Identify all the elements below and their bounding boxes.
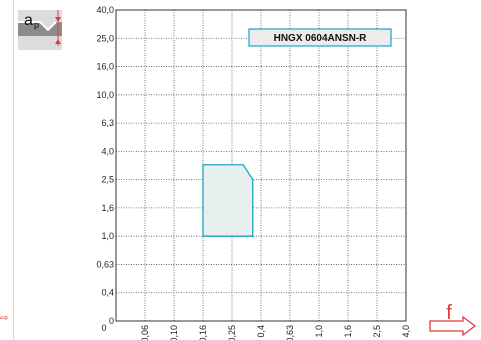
y-tick-label: 0 [109, 316, 114, 326]
x-tick-label: 4,0 [401, 325, 411, 338]
y-tick-label: 10,0 [96, 90, 114, 100]
y-tick-label: 1,0 [101, 231, 114, 241]
plot-frame [115, 9, 407, 322]
y-tick-labels: 0 0,4 0,63 1,0 1,6 2,5 4,0 6,3 10,0 16,0 25,0 40,0 [96, 5, 114, 326]
y-tick-label: 0,4 [101, 288, 114, 298]
x-tick-label: 2,5 [372, 325, 382, 338]
x-tick-label: 0,16 [198, 325, 208, 340]
y-tick-label: 6,3 [101, 118, 114, 128]
ap-depth-of-cut-icon: a p [18, 10, 62, 50]
y-tick-label: 2,5 [101, 175, 114, 185]
x-tick-labels: 0 0,06 0,10 0,16 0,25 0,4 0,63 1,0 1,6 2,5 4,0 [101, 323, 411, 340]
x-tick-label: 0,63 [285, 325, 295, 340]
x-tick-label: 0 [101, 323, 106, 333]
feed-arrow-icon [429, 315, 477, 337]
x-tick-label: 0,10 [169, 325, 179, 340]
ap-symbol-main: a [24, 12, 33, 29]
grid [116, 10, 406, 321]
x-tick-label: 0,4 [256, 325, 266, 338]
y-tick-label: 1,6 [101, 203, 114, 213]
application-region [202, 164, 254, 237]
page-margin-line [13, 0, 14, 340]
x-tick-label: 1,6 [343, 325, 353, 338]
title-box: HNGX 0604ANSN-R [248, 28, 392, 47]
arrow-right-icon: ⇨ [0, 313, 9, 324]
chart-title: HNGX 0604ANSN-R [274, 33, 368, 44]
y-tick-label: 40,0 [96, 5, 114, 15]
x-tick-label: 0,25 [227, 325, 237, 340]
ap-symbol-sub: p [34, 20, 39, 30]
x-tick-label: 1,0 [314, 325, 324, 338]
y-tick-label: 16,0 [96, 62, 114, 72]
y-tick-label: 0,63 [96, 259, 114, 269]
y-tick-label: 25,0 [96, 33, 114, 43]
feed-symbol: f [446, 302, 452, 324]
y-tick-label: 4,0 [101, 146, 114, 156]
x-tick-label: 0,06 [140, 325, 150, 340]
